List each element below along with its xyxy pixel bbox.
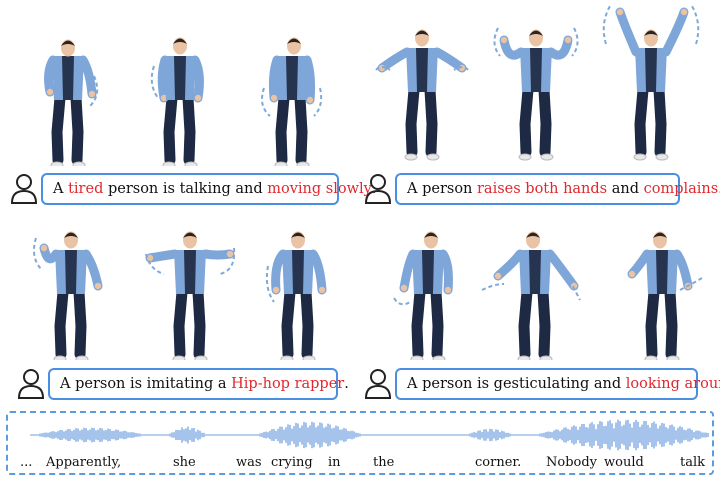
user-icon — [364, 174, 392, 204]
caption-text: A person — [407, 181, 477, 197]
transcript-word: corner. — [475, 455, 522, 470]
caption-text: . — [344, 376, 349, 392]
user-icon — [364, 369, 392, 399]
figure-tired-2 — [150, 37, 204, 166]
transcript-word: she — [173, 455, 196, 470]
figure-raise-1 — [375, 29, 469, 161]
figure-tired-3 — [261, 37, 323, 166]
transcript-word: ... — [20, 455, 33, 470]
caption-highlight: moving slowly — [267, 181, 372, 197]
caption-text: and — [607, 181, 644, 197]
caption-text: person is talking and — [103, 181, 268, 197]
caption-text: . — [371, 181, 377, 197]
figure-raise-3 — [602, 5, 700, 161]
figure-tired-1 — [44, 39, 99, 166]
transcript-word: talk — [680, 455, 706, 470]
transcript-word: would — [604, 455, 644, 470]
figure-look-1 — [393, 231, 453, 360]
user-icon — [10, 174, 38, 204]
transcript-word: Nobody — [546, 455, 598, 470]
caption-text: A person is imitating a — [60, 376, 232, 392]
caption-raise: A person raises both hands and complains… — [395, 173, 720, 205]
figure-raise-2 — [493, 27, 579, 161]
figure-look-3 — [627, 231, 703, 360]
caption-highlight: complains — [643, 181, 719, 197]
caption-hiphop: A person is imitating a Hip-hop rapper. — [48, 368, 349, 400]
caption-text: A — [53, 181, 69, 197]
figure-hiphop-1 — [33, 231, 103, 360]
caption-highlight: raises both hands — [477, 181, 608, 197]
figure-hiphop-2 — [145, 231, 236, 360]
caption-tired: A tired person is talking and moving slo… — [41, 173, 376, 205]
figure-hiphop-3 — [265, 231, 327, 360]
transcript-word: crying — [271, 455, 313, 470]
user-icon — [17, 369, 45, 399]
caption-text: A person is gesticulating and — [407, 376, 626, 392]
caption-highlight: tired — [68, 181, 104, 197]
caption-look: A person is gesticulating and looking ar… — [395, 368, 720, 400]
audio-waveform — [30, 419, 709, 451]
transcript-word: was — [236, 455, 262, 470]
transcript-word: Apparently, — [46, 455, 122, 470]
audio-transcript-box — [6, 411, 714, 475]
caption-highlight: Hip-hop rapper — [231, 376, 345, 392]
figure-look-2 — [481, 231, 581, 360]
transcript-word: in — [328, 455, 341, 470]
transcript-word: the — [373, 455, 395, 470]
caption-text: . — [718, 181, 720, 197]
caption-highlight: looking around — [625, 376, 720, 392]
